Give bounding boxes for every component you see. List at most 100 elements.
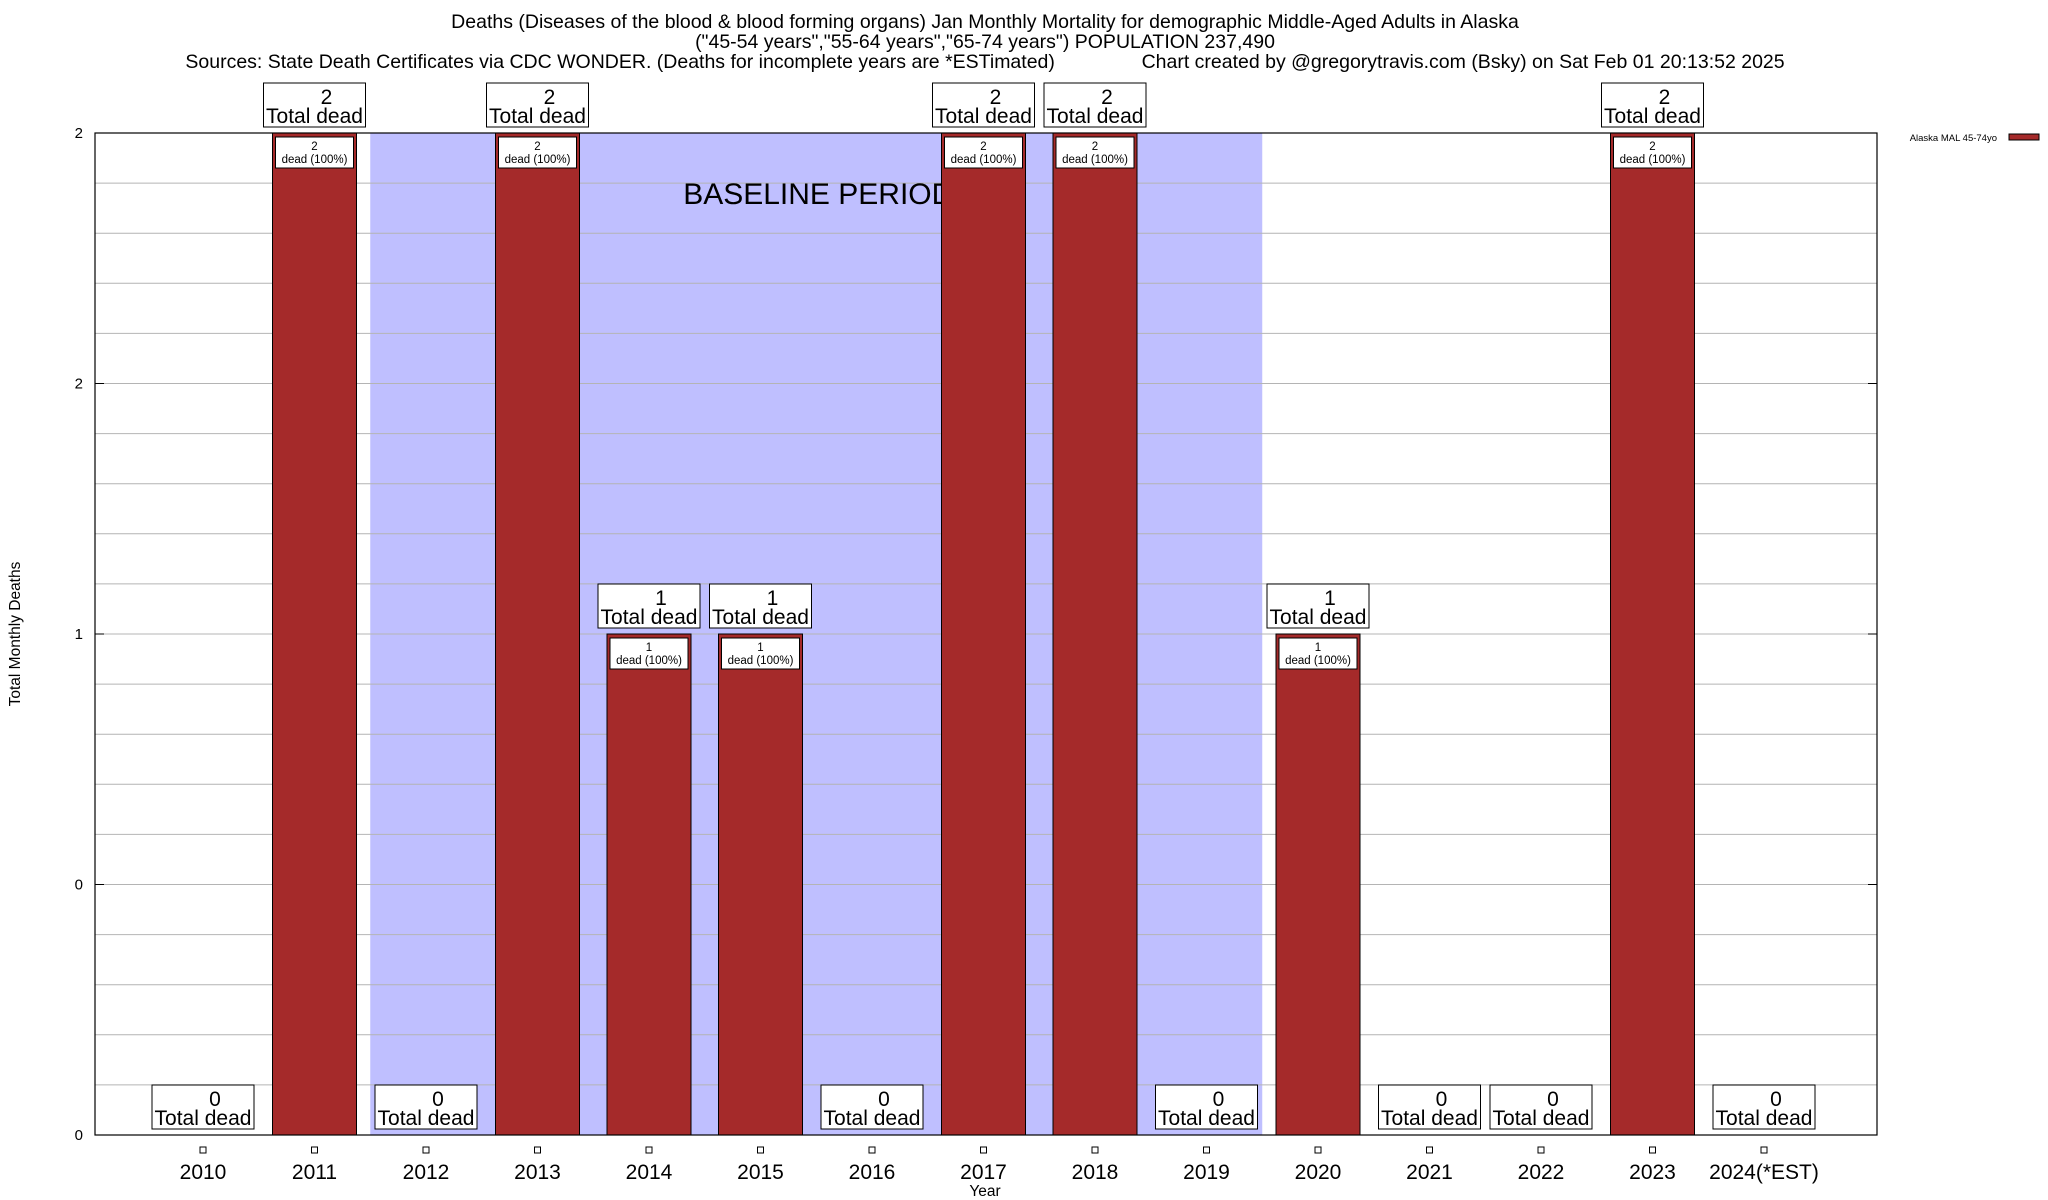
- bar-2011: [272, 132, 357, 1136]
- bar-inner-label: dead (100%): [505, 154, 571, 166]
- y-tick-label: 0: [75, 877, 83, 894]
- total-count: 2: [544, 86, 556, 109]
- bar-inner-label-box: [721, 637, 800, 670]
- plot-frame: [94, 132, 1878, 1136]
- total-count: 1: [1324, 587, 1336, 610]
- bar-inner-count: 2: [980, 141, 986, 153]
- y-tick-label: 1: [75, 626, 83, 643]
- total-label: Total dead: [1381, 1107, 1478, 1130]
- y-tick-label: 0: [75, 1127, 83, 1144]
- y-tick-label: 2: [75, 376, 83, 393]
- total-label: Total dead: [824, 1107, 921, 1130]
- bar-inner-label: dead (100%): [1062, 154, 1128, 166]
- point-marker: [1537, 1146, 1545, 1154]
- point-marker: [534, 1146, 541, 1154]
- x-tick-label: 2021: [1406, 1161, 1453, 1184]
- chart-subtitle: ("45-54 years","55-64 years","65-74 year…: [695, 31, 1275, 53]
- x-tick-label: 2019: [1183, 1161, 1230, 1184]
- total-label: Total dead: [712, 606, 809, 629]
- total-count: 2: [1101, 86, 1113, 109]
- total-label: Total dead: [1716, 1107, 1813, 1130]
- x-tick-label: 2020: [1295, 1161, 1342, 1184]
- total-label-box: [932, 82, 1035, 128]
- bar-inner-count: 2: [1092, 141, 1098, 153]
- total-label: Total dead: [489, 105, 586, 128]
- x-tick-label: 2024(*EST): [1709, 1161, 1819, 1184]
- total-label: Total dead: [1604, 105, 1701, 128]
- bar-inner-count: 1: [646, 642, 652, 654]
- point-marker: [1091, 1146, 1099, 1154]
- total-label: Total dead: [1158, 1107, 1255, 1130]
- point-marker: [1760, 1146, 1768, 1154]
- total-label-box: [1155, 1084, 1258, 1130]
- chart-title: Deaths (Diseases of the blood & blood fo…: [451, 11, 1519, 33]
- total-count: 0: [1770, 1088, 1782, 1111]
- x-tick-label: 2010: [180, 1161, 227, 1184]
- total-label-box: [1489, 1084, 1593, 1130]
- total-count: 0: [1436, 1088, 1448, 1111]
- baseline-period-label: BASELINE PERIOD: [683, 178, 953, 211]
- bar-inner-label-box: [609, 637, 689, 670]
- x-tick-label: 2011: [292, 1161, 337, 1184]
- bar-inner-count: 1: [757, 642, 763, 654]
- bar-2020: [1275, 633, 1361, 1136]
- total-count: 0: [1547, 1088, 1559, 1111]
- total-label-box: [1043, 82, 1147, 128]
- total-label-box: [709, 583, 812, 629]
- chart-title-block: Deaths (Diseases of the blood & blood fo…: [0, 12, 1970, 72]
- bar-inner-label: dead (100%): [1620, 154, 1686, 166]
- bar-inner-label: dead (100%): [728, 655, 794, 667]
- bar-inner-label-box: [1278, 637, 1358, 670]
- total-label: Total dead: [266, 105, 363, 128]
- point-marker: [1314, 1146, 1322, 1154]
- total-label-box: [1601, 82, 1704, 128]
- x-tick-label: 2012: [403, 1161, 450, 1184]
- point-marker: [868, 1146, 876, 1154]
- y-tick-label: 2: [75, 125, 83, 142]
- bar-inner-label-box: [1613, 136, 1692, 169]
- x-tick-label: 2015: [737, 1161, 784, 1184]
- total-count: 1: [655, 587, 667, 610]
- x-tick-label: 2023: [1629, 1161, 1676, 1184]
- total-label-box: [374, 1084, 478, 1130]
- bar-2014: [606, 633, 692, 1136]
- total-label: Total dead: [1270, 606, 1367, 629]
- total-label-box: [597, 583, 701, 629]
- bar-2023: [1610, 132, 1695, 1136]
- point-marker: [1426, 1146, 1433, 1154]
- total-count: 2: [321, 86, 333, 109]
- total-label-box: [1378, 1084, 1481, 1130]
- bar-inner-label: dead (100%): [282, 154, 348, 166]
- chart-source-line: Sources: State Death Certificates via CD…: [185, 51, 1785, 73]
- bar-2018: [1052, 132, 1138, 1136]
- legend-swatch: [2008, 133, 2040, 141]
- point-marker: [645, 1146, 653, 1154]
- total-label: Total dead: [935, 105, 1032, 128]
- x-axis-label: Year: [969, 1183, 1000, 1200]
- total-label: Total dead: [378, 1107, 475, 1130]
- x-tick-label: 2017: [960, 1161, 1007, 1184]
- x-tick-label: 2016: [849, 1161, 896, 1184]
- bar-inner-label: dead (100%): [616, 655, 682, 667]
- y-axis-label: Total Monthly Deaths: [7, 561, 24, 706]
- total-label: Total dead: [155, 1107, 252, 1130]
- point-marker: [980, 1146, 987, 1154]
- bar-2015: [718, 633, 803, 1136]
- bar-inner-label-box: [944, 136, 1023, 169]
- total-count: 0: [1213, 1088, 1225, 1111]
- bar-inner-label: dead (100%): [1285, 655, 1351, 667]
- total-label: Total dead: [601, 606, 698, 629]
- bar-2017: [941, 132, 1026, 1136]
- total-label: Total dead: [1047, 105, 1144, 128]
- total-label: Total dead: [1493, 1107, 1590, 1130]
- total-count: 0: [878, 1088, 890, 1111]
- total-label-box: [1266, 583, 1370, 629]
- total-label-box: [263, 82, 366, 128]
- total-label-box: [151, 1084, 255, 1130]
- total-count: 1: [767, 587, 779, 610]
- x-tick-label: 2014: [626, 1161, 673, 1184]
- bar-inner-label: dead (100%): [951, 154, 1017, 166]
- x-tick-label: 2013: [514, 1161, 561, 1184]
- bar-inner-count: 2: [1649, 141, 1655, 153]
